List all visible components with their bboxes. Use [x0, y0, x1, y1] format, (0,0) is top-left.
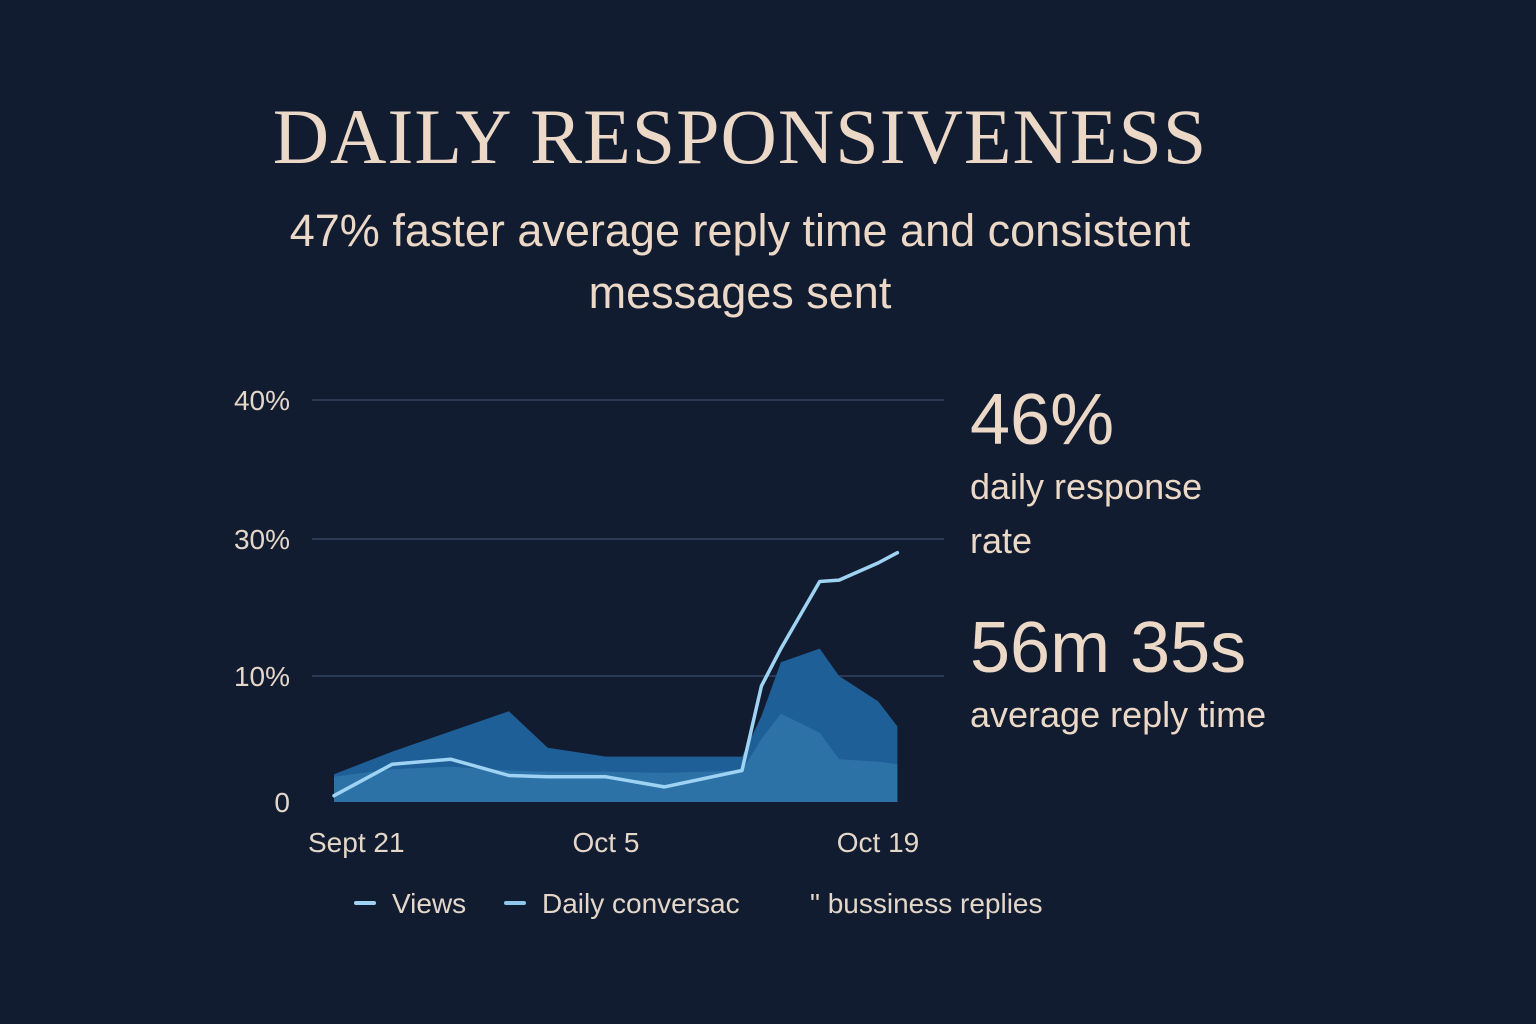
- point-views: [779, 647, 783, 651]
- legend-label-daily-conversations: Daily conversac: [542, 888, 740, 919]
- y-tick-label: 30%: [234, 524, 290, 555]
- y-tick-label: 40%: [234, 385, 290, 416]
- page-title: DAILY RESPONSIVENESS: [272, 93, 1208, 180]
- point-views: [818, 579, 822, 583]
- legend-item-daily-conversations[interactable]: Daily conversac: [504, 884, 740, 924]
- x-tick-label: Sept 21: [308, 827, 405, 858]
- kpi-response-rate-label: daily response rate: [970, 466, 1203, 561]
- point-views: [507, 774, 511, 778]
- point-views: [837, 578, 841, 582]
- kpi-response-rate: 46% daily response rate: [970, 380, 1270, 568]
- x-tick-label: Oct 5: [573, 827, 640, 858]
- point-views: [449, 757, 453, 761]
- point-views: [876, 561, 880, 565]
- point-views: [390, 762, 394, 766]
- point-views: [740, 769, 744, 772]
- kpi-reply-time: 56m 35s average reply time: [970, 608, 1266, 742]
- legend-swatch-daily-conversations: [504, 900, 526, 905]
- y-tick-label: 10%: [234, 661, 290, 692]
- point-views: [759, 684, 763, 688]
- kpi-reply-time-label: average reply time: [970, 694, 1267, 735]
- point-views: [332, 794, 336, 798]
- kpi-reply-time-value: 56m 35s: [970, 608, 1247, 688]
- legend-label-business-replies: " bussiness replies: [810, 888, 1043, 919]
- legend-item-business-replies[interactable]: " bussiness replies: [810, 884, 1043, 924]
- x-tick-label: Oct 19: [837, 827, 919, 858]
- area-business-replies: [334, 713, 898, 802]
- point-views: [604, 775, 608, 779]
- y-tick-label: 0: [274, 787, 290, 818]
- legend-swatch-views: [354, 900, 376, 905]
- kpi-response-rate-value: 46%: [970, 380, 1115, 460]
- line-views: [332, 550, 900, 798]
- page-subtitle: 47% faster average reply time and consis…: [289, 205, 1191, 318]
- point-views: [662, 785, 666, 789]
- legend-item-views[interactable]: Views: [354, 884, 466, 924]
- point-views: [546, 775, 550, 779]
- point-views: [895, 551, 899, 555]
- legend-label-views: Views: [392, 888, 467, 919]
